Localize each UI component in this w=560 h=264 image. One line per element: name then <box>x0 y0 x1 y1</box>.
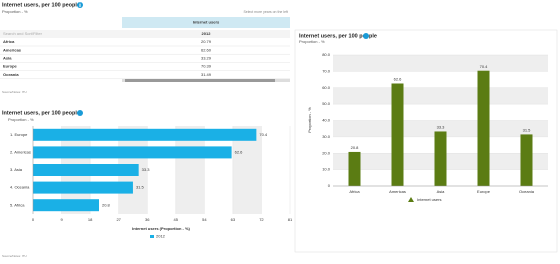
legend-label: 2012 <box>156 234 166 239</box>
table-subtitle: Proportion - % <box>2 9 28 14</box>
bar <box>33 128 257 141</box>
data-label: 33.3 <box>142 167 151 172</box>
row-label: Africa <box>3 39 15 44</box>
column-header: Internet users <box>193 20 220 25</box>
y-tick-label: 50.0 <box>322 101 331 106</box>
data-label: 62.6 <box>235 149 244 154</box>
x-tick-label: 0 <box>32 217 35 222</box>
row-value: 33.29 <box>201 55 212 60</box>
row-label: Americas <box>3 47 22 52</box>
y-tick-label: 60.0 <box>322 85 331 90</box>
panel-border <box>294 29 558 253</box>
data-label: 20.8 <box>102 202 111 207</box>
y-tick-label: 40.0 <box>322 118 331 123</box>
year-header: 2012 <box>202 31 212 36</box>
data-label: 31.5 <box>136 185 145 190</box>
bar <box>520 134 533 186</box>
info-icon[interactable] <box>77 110 83 116</box>
search-placeholder[interactable]: Search and Sort/Filter <box>3 31 43 36</box>
y-tick-label: 20.0 <box>322 150 331 155</box>
x-tick-label: 72 <box>259 217 264 222</box>
bar <box>33 164 139 176</box>
x-tick-label: Europe <box>477 189 491 194</box>
y-tick-label: 3. Asia <box>10 167 23 172</box>
grid-band <box>333 55 548 72</box>
x-tick-label: Americas <box>389 189 406 194</box>
x-tick-label: Asia <box>437 189 446 194</box>
column-header-bg <box>122 17 290 28</box>
data-label: 70.4 <box>480 64 489 69</box>
bar <box>33 146 232 159</box>
chart-title: Internet users, per 100 people <box>299 33 377 39</box>
x-tick-label: 54 <box>202 217 207 222</box>
row-value: 31.49 <box>201 72 212 77</box>
data-label: 31.5 <box>523 127 532 132</box>
row-label: Oceania <box>3 72 19 77</box>
row-value: 20.79 <box>201 39 212 44</box>
bar <box>477 70 490 186</box>
x-tick-label: 9 <box>60 217 63 222</box>
y-tick-label: 0 <box>328 183 331 188</box>
y-tick-label: 4. Oceania <box>10 185 30 190</box>
row-value: 70.39 <box>201 64 212 69</box>
table-hint: Select more years on the left <box>243 10 288 14</box>
y-tick-label: 80.0 <box>322 52 331 57</box>
search-row[interactable] <box>0 30 290 38</box>
bar <box>348 151 361 186</box>
bar <box>33 199 99 212</box>
x-tick-label: 18 <box>88 217 93 222</box>
source: Source/Notes: ITU <box>2 254 27 258</box>
x-tick-label: 45 <box>174 217 179 222</box>
bar <box>434 131 447 186</box>
source: Source/Notes: ITU <box>2 90 27 94</box>
x-tick-label: 27 <box>116 217 121 222</box>
grid-band <box>333 120 548 137</box>
x-tick-label: Africa <box>349 189 360 194</box>
row-label: Asia <box>3 55 12 60</box>
row-value: 62.60 <box>201 47 212 52</box>
info-glyph <box>79 2 81 4</box>
x-tick-label: 36 <box>145 217 150 222</box>
data-label: 70.4 <box>259 132 268 137</box>
data-label: 20.8 <box>351 145 360 150</box>
bar <box>33 181 133 194</box>
table-rows: Africa 20.79 Americas 62.60 Asia 33.29 Europe 7… <box>0 39 290 80</box>
grid-band <box>333 87 548 105</box>
x-axis-title: Internet users (Proportion - %) <box>132 226 190 231</box>
x-tick-label: 81 <box>288 217 293 222</box>
bar <box>391 83 404 186</box>
x-tick-label: 63 <box>231 217 236 222</box>
info-icon[interactable] <box>363 33 369 39</box>
chart-subtitle: Proportion - % <box>8 117 34 122</box>
table-title: Internet users, per 100 people <box>2 2 80 8</box>
y-axis-title: Proportion - % <box>307 107 312 133</box>
scrollbar-thumb[interactable] <box>125 79 275 82</box>
x-tick-label: Oceania <box>519 189 535 194</box>
chart-title: Internet users, per 100 people <box>2 110 80 116</box>
y-tick-label: 2. Americas <box>10 149 31 154</box>
y-tick-label: 5. Africa <box>10 202 25 207</box>
data-label: 33.3 <box>437 125 446 130</box>
y-tick-label: 30.0 <box>322 134 331 139</box>
info-glyph <box>79 4 81 7</box>
chart-subtitle: Proportion - % <box>299 39 325 44</box>
legend-label: Internet users <box>417 197 441 202</box>
data-label: 62.6 <box>394 77 403 82</box>
y-tick-label: 70.0 <box>322 68 331 73</box>
legend-swatch <box>150 235 154 238</box>
y-tick-label: 1. Europe <box>10 132 28 137</box>
legend-marker <box>408 197 414 202</box>
y-tick-label: 10.0 <box>322 167 331 172</box>
row-label: Europe <box>3 64 18 69</box>
